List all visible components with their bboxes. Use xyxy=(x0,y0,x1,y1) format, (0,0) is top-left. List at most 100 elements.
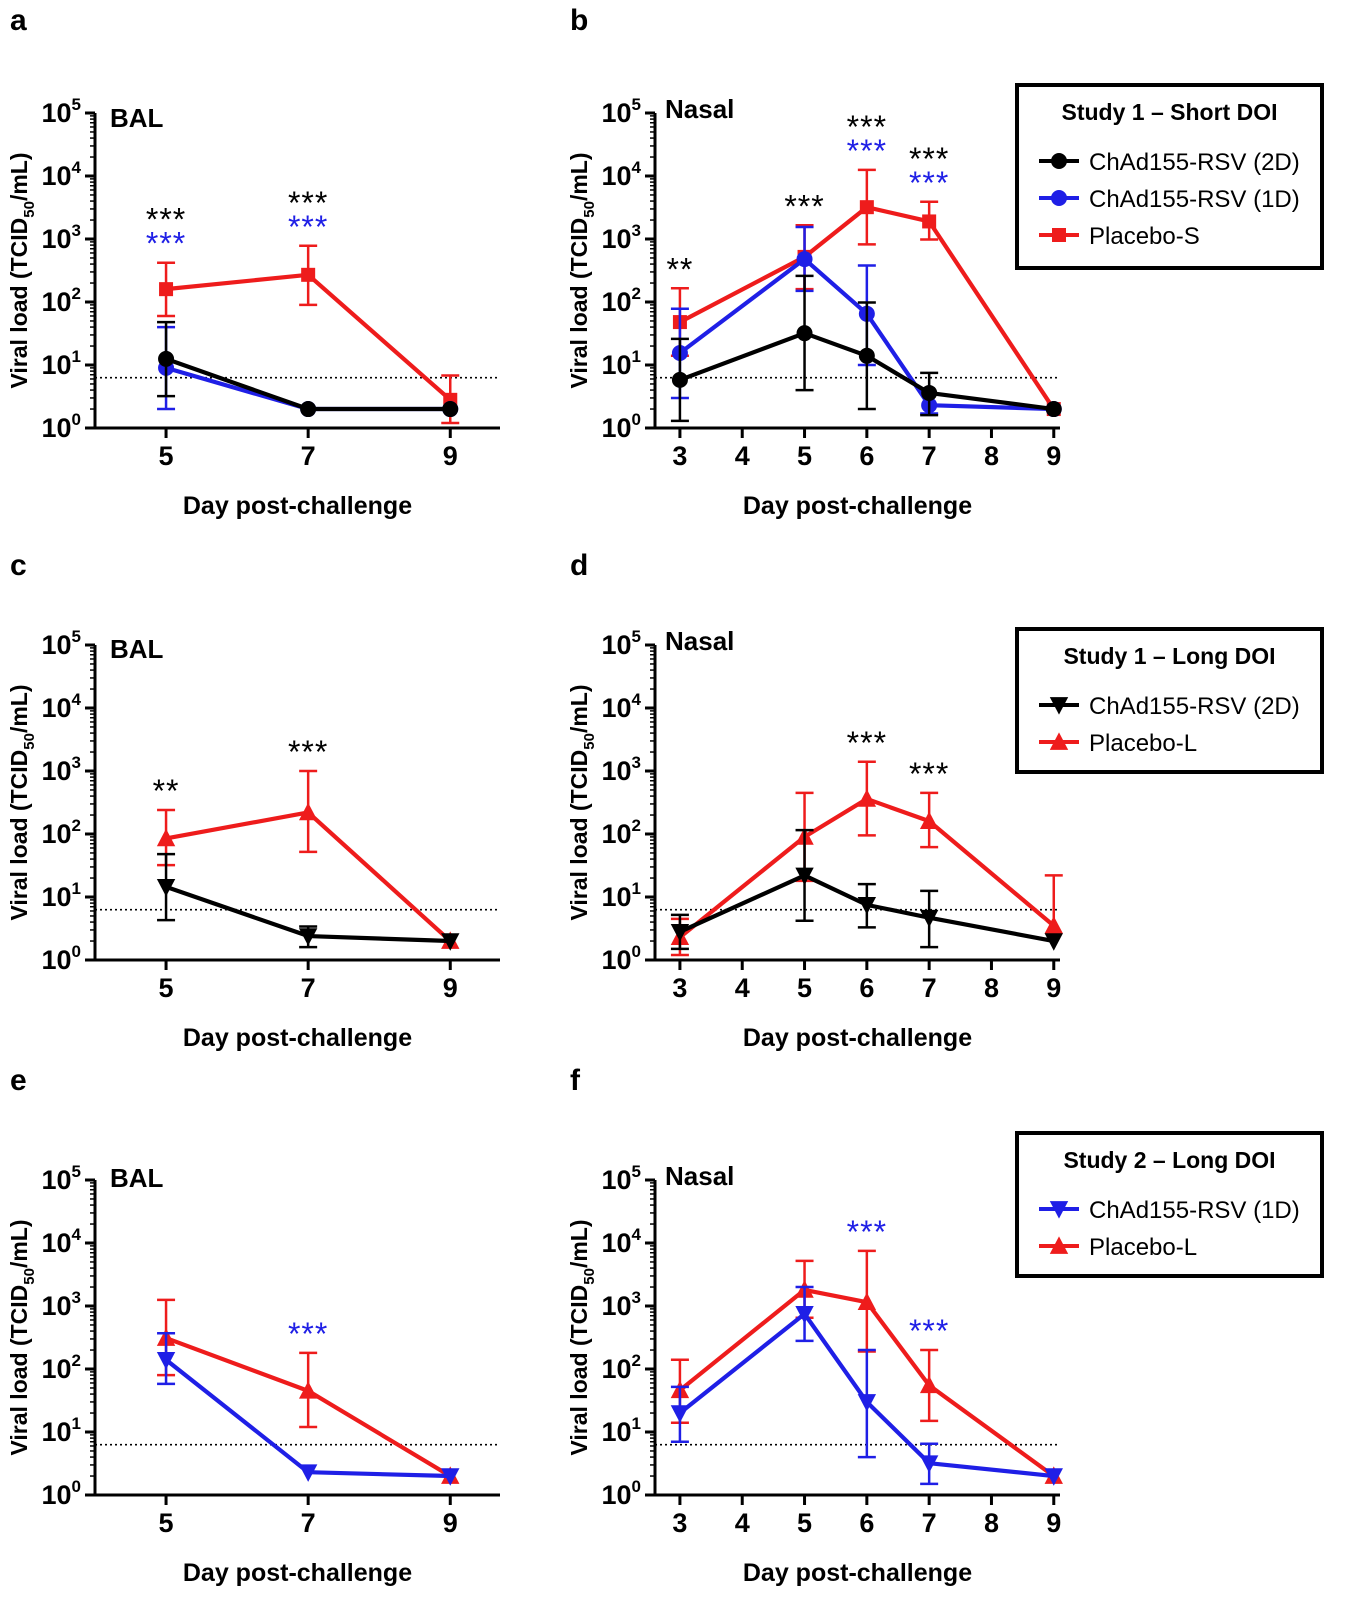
y-tick-label: 101 xyxy=(601,879,641,912)
y-tick-label: 103 xyxy=(601,221,641,254)
x-tick-label: 5 xyxy=(159,1508,174,1538)
data-point xyxy=(1045,401,1062,418)
series-chad155-rsv-1d- xyxy=(670,1285,1063,1486)
legend-marker xyxy=(1049,697,1069,715)
data-point xyxy=(857,1292,877,1310)
data-point xyxy=(857,1394,877,1412)
x-tick-label: 7 xyxy=(922,973,937,1003)
y-tick-label: 102 xyxy=(41,1351,81,1384)
y-tick-label: 100 xyxy=(41,410,81,443)
panel-letter-e: e xyxy=(10,1064,27,1097)
x-tick-label: 5 xyxy=(159,441,174,471)
x-tick-label: 4 xyxy=(735,973,750,1003)
significance-marker: *** xyxy=(288,1316,328,1352)
x-tick-label: 7 xyxy=(301,973,316,1003)
y-tick-label: 105 xyxy=(41,627,81,660)
legend-box xyxy=(1015,83,1324,270)
legend-title: Study 1 – Long DOI xyxy=(1063,643,1275,669)
y-tick-label: 105 xyxy=(601,627,641,660)
panel-letter-b: b xyxy=(570,4,588,37)
x-tick-label: 5 xyxy=(797,973,812,1003)
legend-label: Placebo-L xyxy=(1089,730,1197,757)
x-tick-label: 3 xyxy=(672,441,687,471)
y-tick-label: 101 xyxy=(601,1414,641,1447)
series-chad155-rsv-2d- xyxy=(670,274,1062,423)
x-tick-label: 9 xyxy=(1046,1508,1061,1538)
legend-box xyxy=(1015,627,1324,774)
data-point xyxy=(796,325,813,342)
data-point xyxy=(671,371,688,388)
y-tick-label: 104 xyxy=(601,158,641,191)
significance-marker: *** xyxy=(784,188,824,224)
y-tick-label: 105 xyxy=(41,1162,81,1195)
y-tick-label: 102 xyxy=(601,1351,641,1384)
data-point xyxy=(670,924,690,942)
panel-title: BAL xyxy=(110,1163,164,1193)
data-point xyxy=(919,811,939,829)
legend-marker xyxy=(1051,190,1067,206)
panel-letter-c: c xyxy=(10,549,27,582)
significance-marker: *** xyxy=(146,226,186,262)
legend-label: Placebo-S xyxy=(1089,223,1200,250)
x-tick-label: 5 xyxy=(797,441,812,471)
significance-marker: *** xyxy=(909,1313,949,1349)
legend-title: Study 1 – Short DOI xyxy=(1062,99,1278,125)
data-point xyxy=(298,1381,318,1399)
x-tick-label: 4 xyxy=(735,1508,750,1538)
data-point xyxy=(921,384,938,401)
x-tick-label: 4 xyxy=(735,441,750,471)
y-axis-label: Viral load (TCID50/mL) xyxy=(566,152,598,388)
legend-label: ChAd155-RSV (1D) xyxy=(1089,1197,1300,1224)
x-tick-label: 7 xyxy=(301,441,316,471)
x-tick-label: 7 xyxy=(922,1508,937,1538)
y-tick-label: 101 xyxy=(41,1414,81,1447)
significance-marker: *** xyxy=(909,756,949,792)
data-point xyxy=(156,828,176,847)
legend-marker xyxy=(1049,732,1069,750)
data-point xyxy=(919,909,939,928)
x-axis-label: Day post-challenge xyxy=(183,1024,412,1052)
y-tick-label: 104 xyxy=(601,1225,641,1258)
panel-title: Nasal xyxy=(665,1161,734,1191)
x-tick-label: 6 xyxy=(859,441,874,471)
y-tick-label: 104 xyxy=(41,1225,81,1258)
data-point xyxy=(156,879,176,897)
significance-marker: *** xyxy=(847,133,887,169)
y-tick-label: 103 xyxy=(41,753,81,786)
y-tick-label: 101 xyxy=(41,347,81,380)
series-chad155-rsv-2d- xyxy=(156,852,460,951)
significance-marker: *** xyxy=(909,165,949,201)
significance-marker: *** xyxy=(847,109,887,145)
y-axis-label: Viral load (TCID50/mL) xyxy=(566,1219,598,1455)
legend-marker xyxy=(1052,228,1066,242)
data-point xyxy=(1044,916,1063,934)
x-axis-label: Day post-challenge xyxy=(183,1559,412,1587)
x-axis-label: Day post-challenge xyxy=(183,492,412,520)
data-point xyxy=(442,401,459,418)
legend-label: ChAd155-RSV (2D) xyxy=(1089,693,1300,720)
y-tick-label: 103 xyxy=(41,1288,81,1321)
legend-study2-long: Study 2 – Long DOI ChAd155-RSV (1D) Placeb… xyxy=(1015,1131,1324,1278)
y-tick-label: 104 xyxy=(601,690,641,723)
y-axis-label: Viral load (TCID50/mL) xyxy=(6,684,38,920)
significance-marker: *** xyxy=(909,141,949,177)
panel-letter-f: f xyxy=(570,1064,581,1097)
series-chad155-rsv-2d- xyxy=(670,828,1063,951)
y-tick-label: 100 xyxy=(601,1477,641,1510)
data-point xyxy=(857,897,877,915)
significance-marker: *** xyxy=(288,734,328,770)
y-tick-label: 105 xyxy=(601,1162,641,1195)
y-tick-label: 105 xyxy=(601,95,641,128)
series-placebo-s xyxy=(157,244,460,425)
x-tick-label: 9 xyxy=(443,1508,458,1538)
x-axis-label: Day post-challenge xyxy=(743,492,972,520)
data-point xyxy=(670,1405,690,1423)
significance-marker: *** xyxy=(288,209,328,245)
x-tick-label: 8 xyxy=(984,973,999,1003)
data-point xyxy=(156,1351,176,1370)
data-point xyxy=(795,867,814,886)
